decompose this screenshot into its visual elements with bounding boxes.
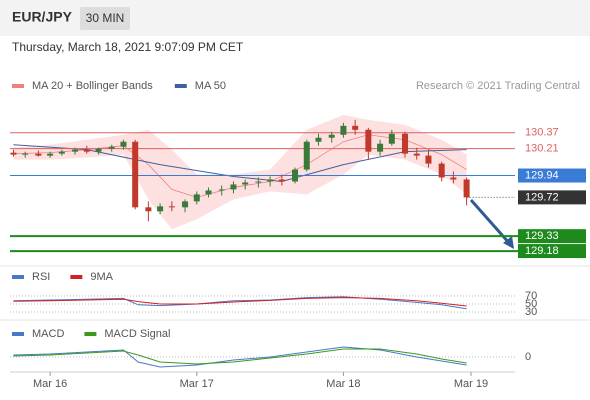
bollinger-band: [13, 114, 467, 230]
support-label: 129.33: [525, 230, 559, 242]
candle-body: [365, 129, 372, 152]
y-tick-label: 0: [525, 351, 531, 363]
candle-body: [72, 149, 79, 152]
candle-body: [193, 194, 200, 202]
support-label: 129.18: [525, 245, 559, 257]
resistance-label: 130.37: [525, 127, 559, 139]
legend-label: MACD Signal: [104, 328, 170, 340]
legend-label: MA 20 + Bollinger Bands: [32, 80, 153, 92]
candle-body: [157, 206, 164, 212]
last-price-label: 129.72: [525, 191, 559, 203]
legend-swatch: [12, 332, 24, 336]
chart-title: EUR/JPY: [12, 9, 73, 25]
candle-body: [352, 125, 359, 130]
candle-body: [22, 153, 29, 155]
y-tick-label: 70: [525, 290, 537, 302]
candle-body: [402, 133, 409, 154]
support-box: [518, 244, 586, 259]
candle-body: [425, 155, 432, 164]
candle-body: [328, 134, 335, 138]
rsi-line: [13, 297, 467, 307]
y-tick-label: 50: [525, 298, 537, 310]
timeframe[interactable]: 30 MIN: [86, 11, 125, 25]
candle-body: [292, 169, 299, 182]
macd-line: [13, 346, 467, 368]
candle-body: [83, 149, 90, 152]
candle-body: [47, 153, 54, 156]
last-price-box: [518, 190, 586, 205]
macd-line: [13, 348, 467, 365]
resistance-label: 130.21: [525, 143, 559, 155]
candle-body: [230, 184, 237, 190]
candle-body: [218, 189, 225, 191]
candle-body: [95, 148, 102, 152]
legend-label: MA 50: [195, 80, 226, 92]
level-box: [518, 168, 586, 183]
support-box: [518, 229, 586, 244]
candle-body: [463, 179, 470, 198]
credit: Research © 2021 Trading Central: [416, 80, 580, 92]
x-tick-label: Mar 18: [326, 378, 360, 390]
y-tick-label: 30: [525, 306, 537, 318]
timeframe-button[interactable]: [80, 7, 130, 30]
rsi-line: [13, 296, 467, 310]
legend-swatch: [12, 275, 24, 279]
candle-body: [108, 146, 115, 149]
candle-body: [132, 141, 139, 208]
x-tick-label: Mar 17: [180, 378, 214, 390]
legend-swatch: [70, 275, 83, 279]
x-tick-label: Mar 16: [33, 378, 67, 390]
candle-body: [10, 152, 17, 155]
candle-body: [58, 151, 65, 154]
candle-body: [255, 181, 262, 183]
candle-body: [205, 190, 212, 195]
candle-body: [388, 133, 395, 144]
candle-body: [377, 143, 384, 152]
candle-body: [267, 179, 274, 182]
candle-body: [168, 206, 175, 208]
forecast-arrowhead: [503, 236, 514, 249]
level-label: 129.94: [525, 169, 559, 181]
candle-body: [303, 141, 310, 170]
candle-body: [182, 201, 189, 208]
x-tick-label: Mar 19: [454, 378, 488, 390]
legend-label: 9MA: [90, 271, 113, 283]
candle-body: [242, 182, 249, 185]
candle-body: [438, 163, 445, 178]
legend-label: MACD: [32, 328, 64, 340]
legend-swatch: [12, 84, 24, 88]
candle-body: [35, 153, 42, 156]
legend-label: RSI: [32, 271, 50, 283]
candle-body: [315, 137, 322, 142]
candle-body: [145, 207, 152, 212]
legend-swatch: [84, 332, 97, 336]
candle-body: [120, 141, 127, 147]
candle-body: [340, 125, 347, 135]
forecast-arrow: [469, 199, 512, 245]
subtitle: Thursday, March 18, 2021 9:07:09 PM CET: [12, 40, 244, 54]
candle-body: [278, 179, 285, 182]
legend-swatch: [174, 84, 187, 88]
candle-body: [450, 177, 457, 180]
candle-body: [413, 153, 420, 156]
